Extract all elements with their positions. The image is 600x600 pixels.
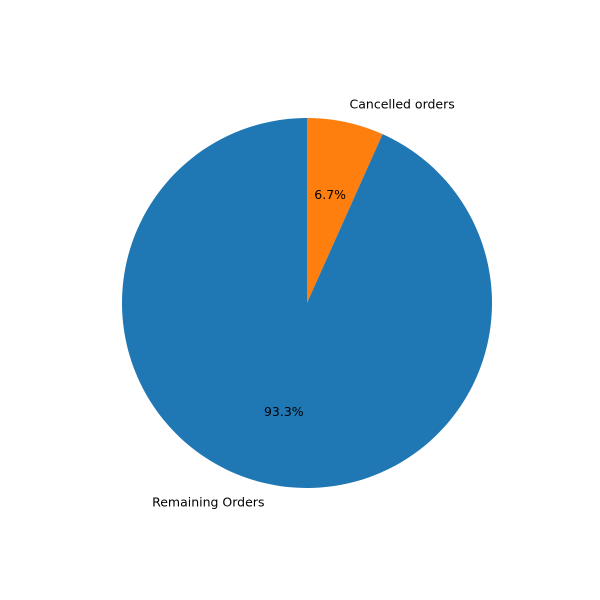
pie-percent-label-remaining-orders: 93.3%: [264, 404, 304, 419]
pie-category-label-cancelled-orders: Cancelled orders: [350, 96, 455, 111]
pie-percent-label-cancelled-orders: 6.7%: [314, 187, 346, 202]
pie-labels: 6.7% Cancelled orders 93.3% Remaining Order…: [152, 96, 455, 509]
pie-slice-cancelled-orders: [307, 118, 383, 303]
pie-category-label-remaining-orders: Remaining Orders: [152, 495, 264, 510]
pie-slices: [122, 118, 493, 488]
pie-slice-remaining-orders: [122, 118, 493, 488]
